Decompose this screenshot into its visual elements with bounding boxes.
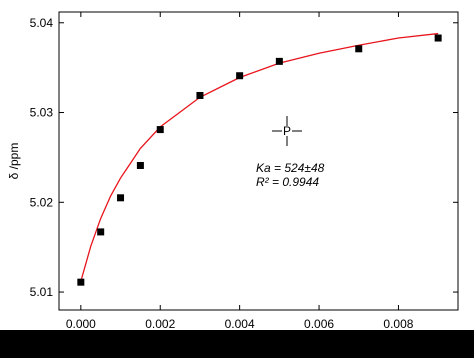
data-point [275, 57, 283, 65]
x-tick-label: 0.004 [225, 317, 255, 331]
y-tick-label: 5.03 [30, 106, 54, 120]
fit-curve [80, 32, 439, 282]
annotation: R² = 0.9944 [256, 175, 319, 189]
data-point [97, 228, 105, 236]
data-point [77, 278, 85, 286]
y-axis-label: δ /ppm [7, 143, 21, 180]
annotation: Ka = 524±48 [256, 161, 325, 175]
data-point [196, 91, 204, 99]
y-tick-label: 5.01 [30, 285, 54, 299]
x-tick-label: 0.008 [383, 317, 413, 331]
x-tick-label: 0.006 [304, 317, 334, 331]
bottom-bar [0, 330, 474, 358]
data-point [355, 45, 363, 53]
y-tick-label: 5.04 [30, 16, 54, 30]
plot-frame [58, 11, 459, 311]
y-tick-label: 5.02 [30, 195, 54, 209]
data-point [136, 161, 144, 169]
data-point [434, 34, 442, 42]
cursor-icon [272, 116, 302, 146]
cursor-letter: P [283, 124, 291, 138]
x-tick-label: 0.000 [66, 317, 96, 331]
data-point [156, 126, 164, 134]
data-point [117, 194, 125, 202]
x-tick-label: 0.002 [145, 317, 175, 331]
data-point [236, 72, 244, 80]
